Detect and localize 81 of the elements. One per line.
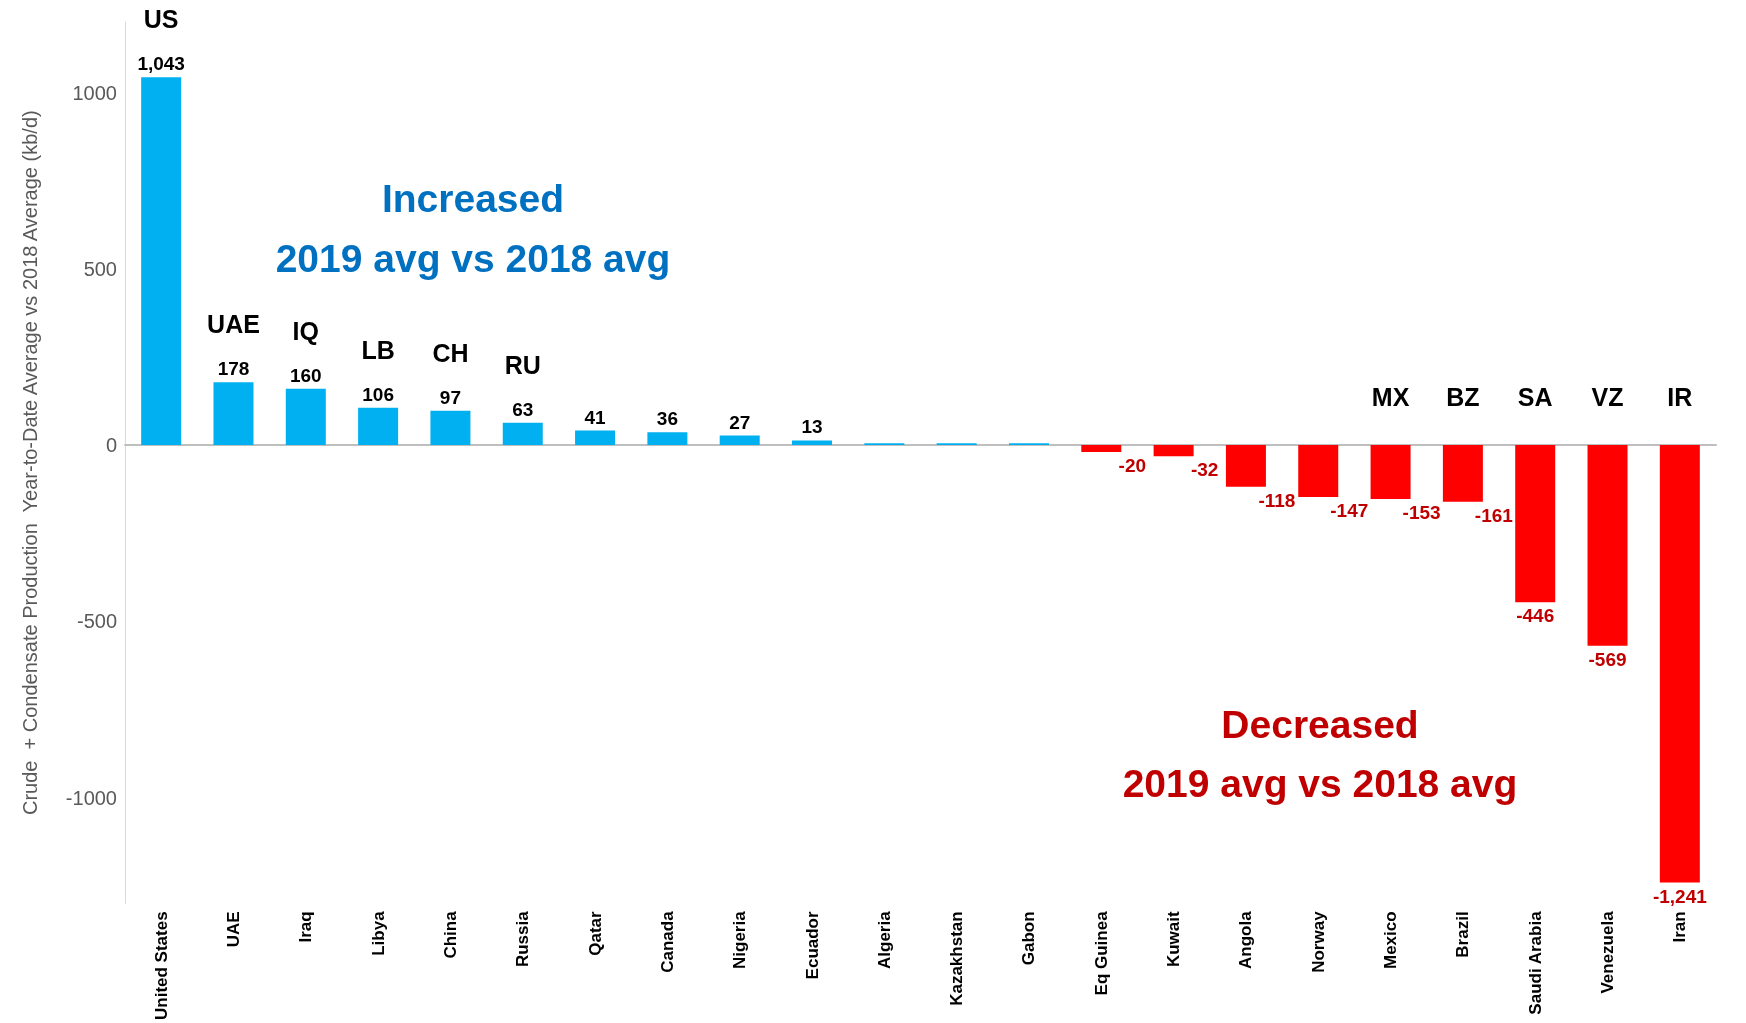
annotation: UAE (207, 310, 260, 339)
bar (1515, 445, 1556, 603)
x-tick-label: Angola (1236, 910, 1256, 969)
bar (1659, 445, 1700, 883)
bar (1370, 445, 1411, 499)
data-label: 178 (217, 358, 250, 380)
annotation: MX (1371, 383, 1410, 412)
data-label: 106 (362, 383, 394, 405)
x-tick-label: Nigeria (730, 910, 750, 970)
data-label: -446 (1516, 605, 1555, 627)
data-label: 41 (584, 406, 607, 428)
x-tick-label: Gabon (1019, 911, 1039, 966)
x-tick-label: Ecuador (802, 911, 822, 980)
annotation: CH (432, 338, 469, 367)
annotation: LB (361, 335, 395, 364)
annotation: Increased (381, 176, 565, 220)
y-tick-label: 500 (83, 257, 117, 280)
x-tick-label: Iraq (296, 911, 316, 943)
x-tick-label: Venezuela (1598, 910, 1618, 994)
annotation: IQ (292, 316, 319, 345)
annotation: US (143, 5, 179, 34)
x-tick-label: Eq Guinea (1091, 910, 1111, 996)
data-label: -20 (1118, 455, 1147, 477)
annotation: IR (1667, 383, 1693, 412)
y-tick-label: 0 (105, 434, 117, 457)
bar (1298, 445, 1339, 497)
bar (285, 388, 326, 446)
data-label: 13 (801, 416, 823, 438)
x-tick-label: Qatar (585, 911, 605, 956)
x-tick-label: Saudi Arabia (1525, 910, 1545, 1015)
data-label: 1,043 (137, 53, 185, 75)
data-label: -1,241 (1652, 885, 1708, 907)
annotation: VZ (1591, 383, 1624, 412)
annotation: Decreased (1221, 702, 1419, 746)
annotation: SA (1517, 383, 1553, 412)
y-tick-label: -500 (76, 610, 117, 633)
data-label: -118 (1258, 489, 1296, 511)
bar (213, 382, 254, 446)
data-label: -569 (1588, 648, 1627, 670)
bar (792, 440, 833, 446)
y-axis-title: Crude + Condensate Production Year-to-Date Average vs 2018 Average (kb/d) (19, 110, 41, 816)
data-label: -32 (1190, 459, 1219, 481)
annotation: BZ (1446, 383, 1480, 412)
x-tick-label: Kuwait (1164, 911, 1184, 968)
y-tick-label: -1000 (65, 786, 117, 809)
x-tick-label: Canada (657, 910, 677, 973)
annotation: RU (504, 350, 541, 379)
data-label: -161 (1474, 504, 1514, 526)
x-tick-label: Brazil (1453, 911, 1473, 958)
x-tick-label: Algeria (874, 910, 894, 970)
bar (430, 410, 471, 446)
x-tick-label: Libya (368, 910, 388, 956)
x-tick-label: Iran (1670, 911, 1690, 943)
data-label: 97 (439, 386, 461, 408)
data-label: 36 (656, 408, 678, 430)
bar (358, 407, 399, 446)
x-tick-label: China (440, 910, 460, 959)
data-label: 27 (729, 411, 751, 433)
data-label: 160 (289, 364, 322, 386)
annotation: 2019 avg vs 2018 avg (1122, 761, 1518, 805)
data-label: -153 (1402, 502, 1441, 523)
x-tick-label: Kazakhstan (947, 911, 967, 1006)
data-label: 63 (512, 398, 534, 420)
x-tick-label: Russia (513, 910, 533, 968)
bar (647, 432, 688, 446)
bar (502, 422, 543, 446)
x-tick-label: United States (151, 911, 171, 1021)
x-tick-label: UAE (223, 911, 243, 948)
bar (575, 430, 616, 446)
y-tick-label: 1000 (72, 81, 117, 104)
x-tick-label: Mexico (1381, 911, 1401, 970)
bar (1225, 445, 1266, 487)
bar (141, 77, 182, 446)
x-tick-label: Norway (1308, 910, 1328, 973)
data-label: -147 (1330, 499, 1369, 521)
bar (719, 435, 760, 446)
bar (1442, 445, 1483, 502)
bar (1081, 445, 1122, 453)
annotation: 2019 avg vs 2018 avg (275, 236, 671, 280)
bar (1587, 445, 1628, 646)
bar (1153, 445, 1194, 457)
